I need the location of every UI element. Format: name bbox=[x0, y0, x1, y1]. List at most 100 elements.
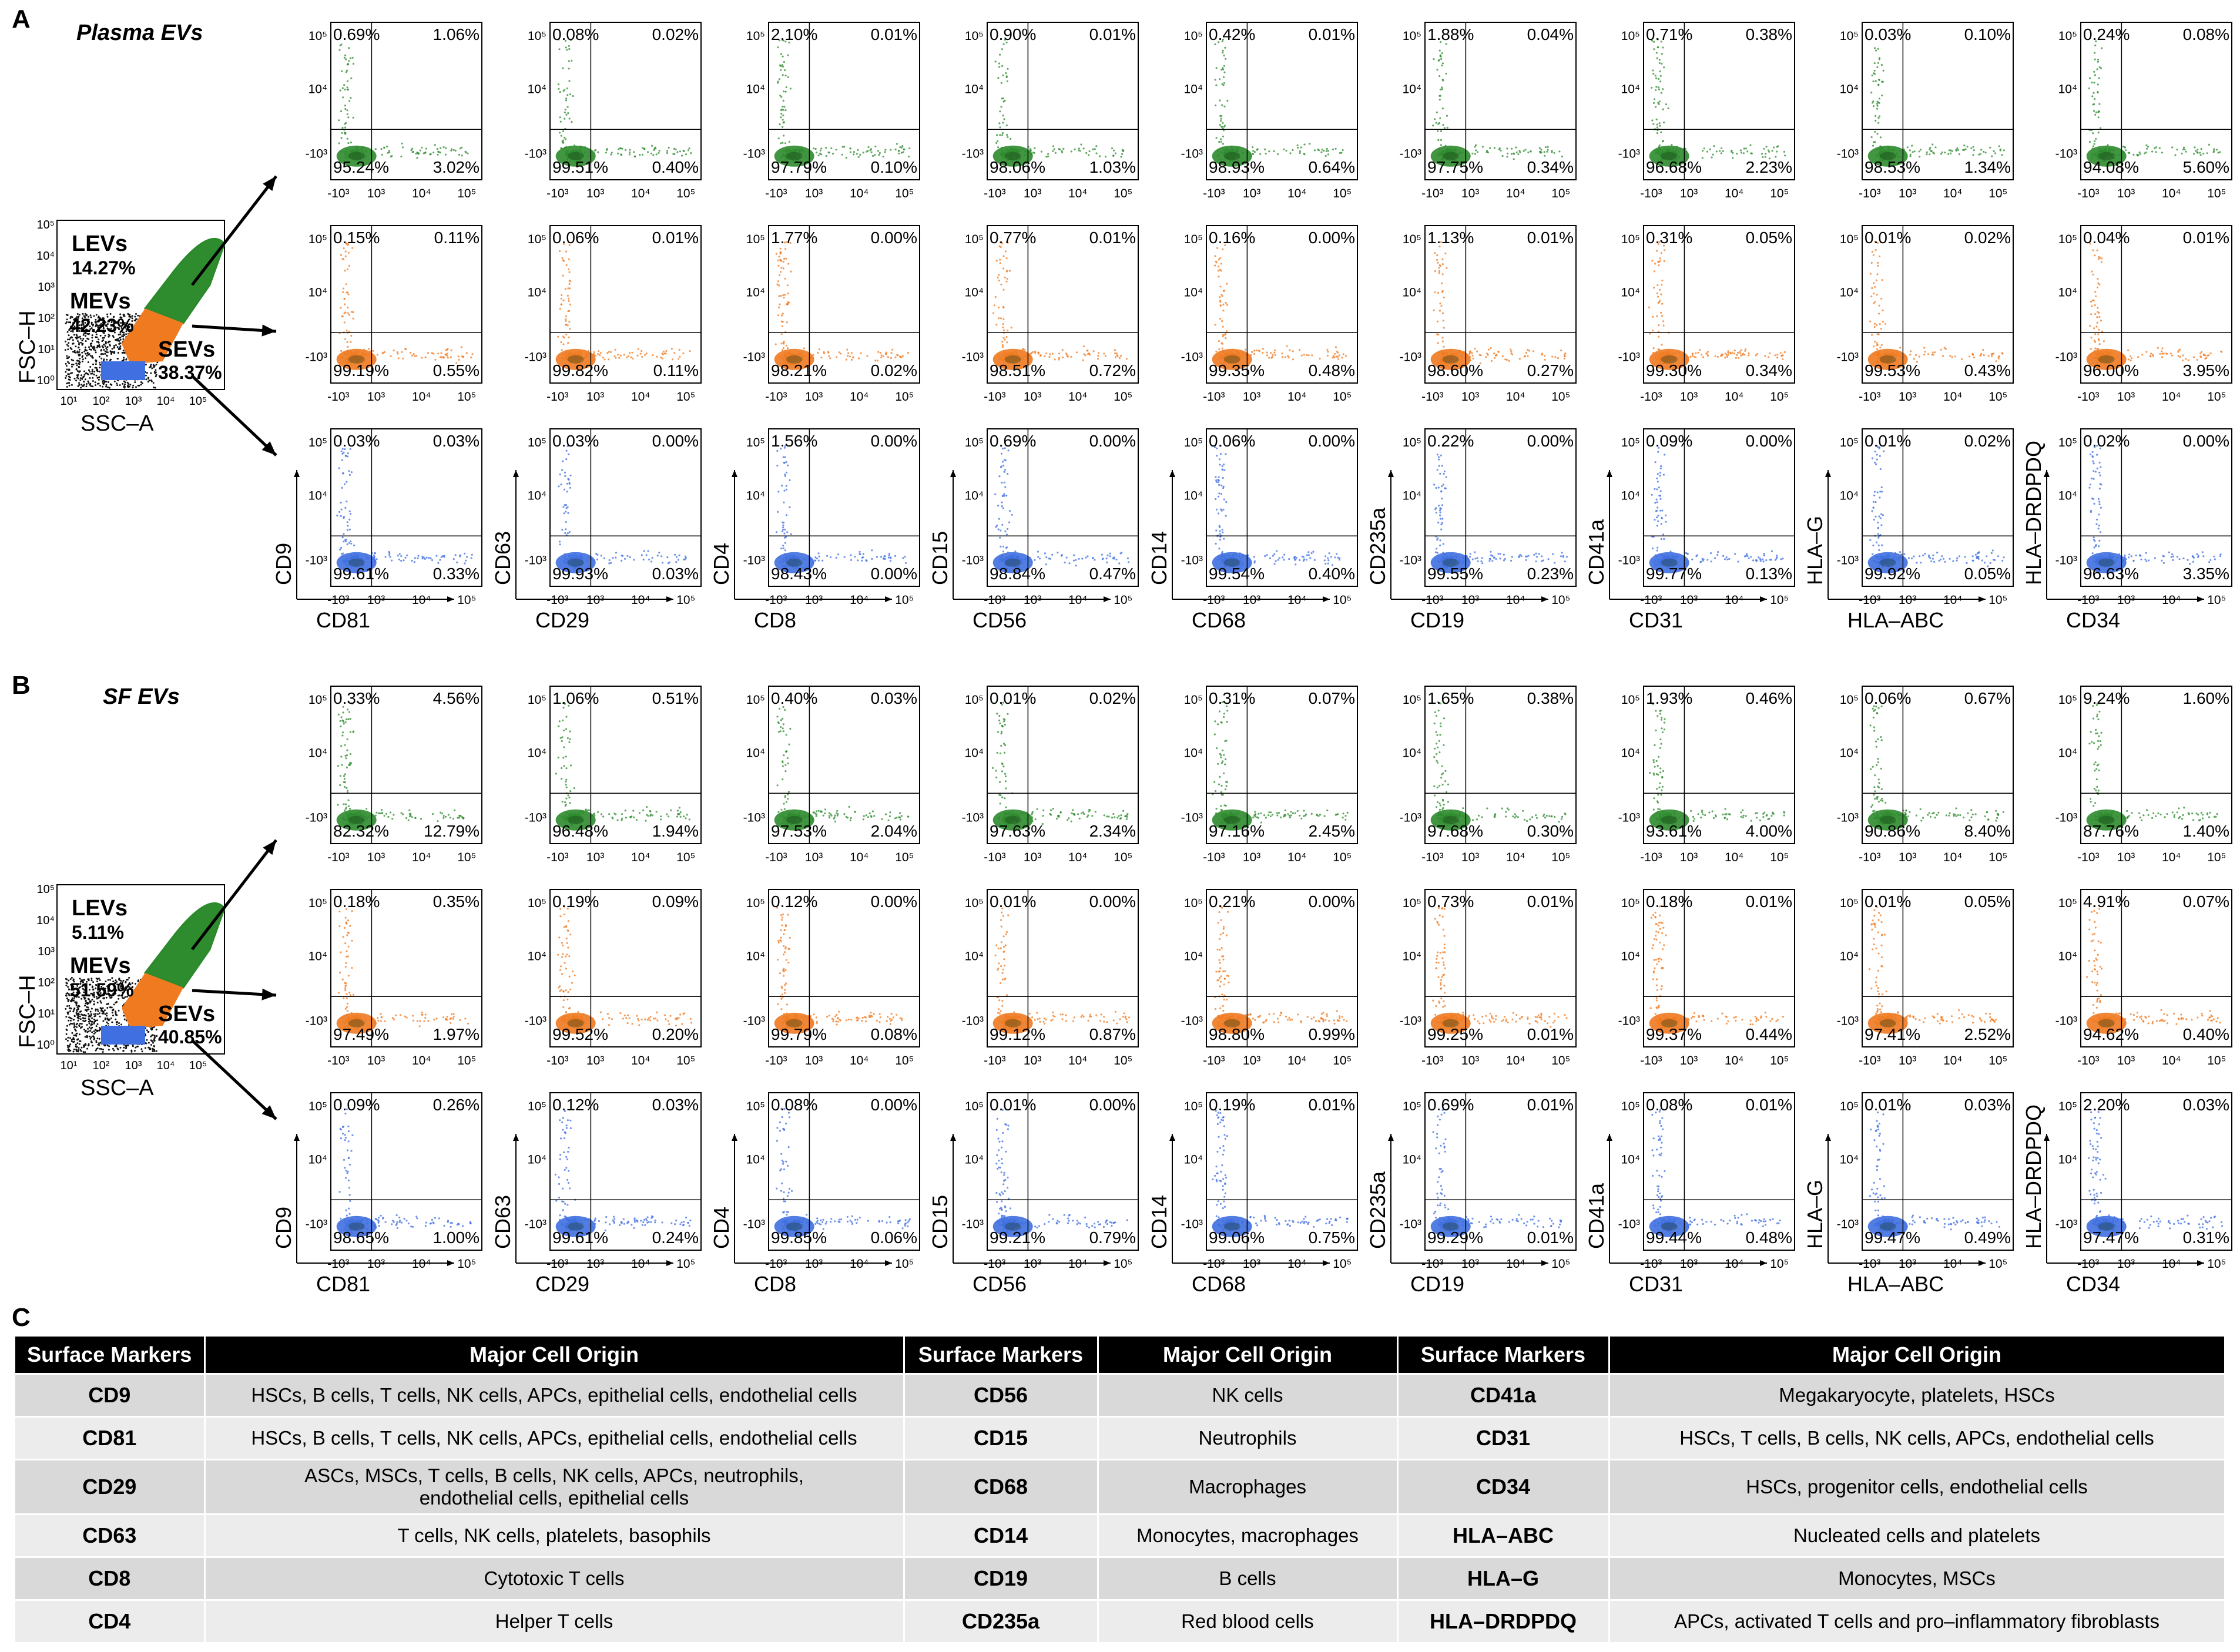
event-dot bbox=[866, 355, 868, 357]
event-dot bbox=[346, 86, 348, 89]
event-dot bbox=[2094, 313, 2097, 315]
x-tick-label: 10⁴ bbox=[412, 187, 431, 200]
event-dot bbox=[682, 352, 685, 354]
event-dot bbox=[1223, 290, 1226, 292]
event-dot bbox=[1061, 151, 1064, 153]
event-dot bbox=[567, 342, 569, 344]
event-dot bbox=[1099, 155, 1101, 157]
y-tick-label: 10⁴ bbox=[1840, 83, 1859, 96]
event-dot bbox=[874, 154, 876, 156]
event-dot bbox=[2194, 146, 2196, 149]
quadrant-ll-label: 94.08% bbox=[2083, 158, 2139, 176]
quadrant-ul-label: 0.42% bbox=[1209, 25, 1255, 43]
event-dot bbox=[823, 352, 826, 355]
event-dot bbox=[1320, 151, 1323, 153]
event-dot bbox=[884, 149, 887, 151]
event-dot bbox=[1655, 86, 1658, 88]
event-dot bbox=[1782, 354, 1784, 357]
event-dot bbox=[347, 306, 349, 308]
y-tick-label: -10³ bbox=[1837, 350, 1859, 364]
event-dot bbox=[2100, 261, 2102, 263]
event-dot bbox=[2095, 111, 2097, 113]
event-dot bbox=[1878, 98, 1880, 100]
event-dot bbox=[2094, 74, 2096, 76]
event-dot bbox=[1662, 140, 1664, 142]
quadrant-ul-label: 1.77% bbox=[771, 229, 817, 247]
event-dot bbox=[1493, 352, 1495, 355]
event-dot bbox=[2182, 354, 2184, 357]
event-dot bbox=[1219, 115, 1222, 117]
event-dot bbox=[786, 321, 788, 324]
event-dot bbox=[1121, 153, 1124, 155]
event-dot bbox=[1002, 100, 1005, 103]
event-dot bbox=[1002, 337, 1005, 339]
event-dot bbox=[405, 348, 407, 351]
x-tick-label: 10⁴ bbox=[1506, 390, 1525, 404]
event-dot bbox=[1438, 310, 1441, 312]
quadrant-ll-label: 98.51% bbox=[990, 361, 1045, 380]
quadrant-ur-label: 0.02% bbox=[1964, 229, 2011, 247]
event-dot bbox=[1527, 355, 1529, 358]
event-dot bbox=[1253, 151, 1256, 153]
event-dot bbox=[1660, 92, 1662, 94]
event-dot bbox=[2091, 305, 2093, 307]
event-dot bbox=[1010, 137, 1012, 140]
event-dot bbox=[1544, 358, 1546, 361]
event-dot bbox=[783, 90, 785, 93]
event-dot bbox=[1878, 313, 1880, 315]
event-dot bbox=[1085, 152, 1088, 154]
event-dot bbox=[1087, 350, 1089, 352]
event-dot bbox=[1034, 147, 1036, 149]
event-dot bbox=[1083, 345, 1085, 348]
event-dot bbox=[781, 314, 783, 317]
event-dot bbox=[1221, 347, 1223, 350]
event-dot bbox=[1658, 62, 1661, 64]
event-dot bbox=[1764, 355, 1766, 357]
event-dot bbox=[1441, 64, 1443, 66]
quadrant-ll-label: 99.53% bbox=[1865, 361, 1920, 380]
event-dot bbox=[1054, 152, 1057, 154]
event-dot bbox=[2101, 47, 2103, 49]
event-dot bbox=[1544, 355, 1546, 357]
event-dot bbox=[877, 150, 880, 152]
event-dot bbox=[1870, 261, 1873, 264]
event-dot bbox=[1776, 146, 1778, 148]
event-dot bbox=[1655, 52, 1658, 54]
event-dot bbox=[1000, 106, 1002, 108]
event-dot bbox=[564, 288, 566, 290]
event-dot bbox=[1440, 139, 1442, 141]
event-dot bbox=[1000, 317, 1002, 320]
event-dot bbox=[2192, 153, 2195, 155]
x-tick-label: 10³ bbox=[367, 187, 385, 200]
event-dot bbox=[1943, 347, 1946, 349]
event-dot bbox=[1970, 147, 1973, 149]
event-dot bbox=[1872, 102, 1874, 104]
event-dot bbox=[2097, 58, 2100, 61]
x-tick-label: 10⁴ bbox=[1506, 187, 1525, 200]
event-dot bbox=[817, 351, 819, 354]
event-dot bbox=[1906, 146, 1909, 149]
event-dot bbox=[1913, 150, 1916, 153]
event-dot bbox=[1880, 297, 1883, 300]
event-dot bbox=[849, 151, 852, 153]
event-dot bbox=[1005, 76, 1008, 79]
panel-c-letter: C bbox=[12, 1303, 31, 1332]
event-dot bbox=[340, 137, 343, 139]
event-dot bbox=[999, 262, 1001, 264]
event-dot bbox=[1311, 354, 1313, 357]
quadrant-ur-label: 0.01% bbox=[871, 25, 917, 43]
event-dot bbox=[1727, 350, 1729, 352]
event-dot bbox=[1048, 355, 1051, 358]
event-dot bbox=[1259, 153, 1262, 155]
event-dot bbox=[374, 148, 377, 150]
event-dot bbox=[782, 109, 784, 111]
event-dot bbox=[1303, 354, 1305, 356]
event-dot bbox=[1756, 353, 1759, 355]
quadrant-ul-label: 0.77% bbox=[990, 229, 1036, 247]
quadrant-ur-label: 0.38% bbox=[1746, 25, 1792, 43]
event-dot bbox=[1655, 250, 1658, 252]
event-dot bbox=[1115, 352, 1118, 355]
quadrant-ll-label: 97.79% bbox=[771, 158, 827, 176]
quadrant-lr-label: 0.43% bbox=[1964, 361, 2011, 380]
